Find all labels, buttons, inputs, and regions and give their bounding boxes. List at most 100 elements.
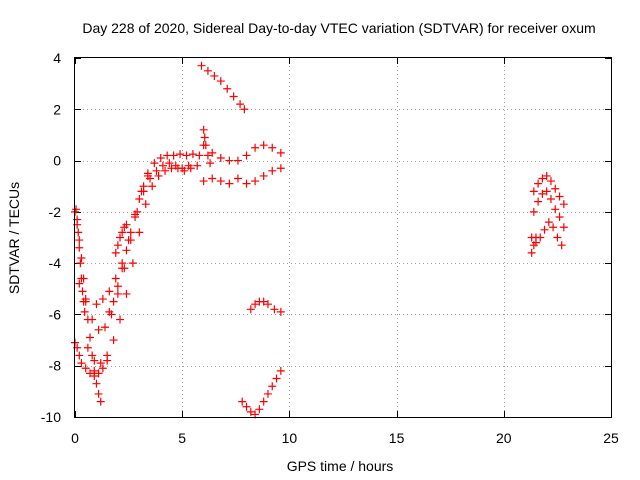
y-tick-label: 4 bbox=[53, 50, 61, 66]
data-point bbox=[148, 182, 157, 191]
data-point bbox=[90, 371, 99, 380]
data-point bbox=[94, 325, 103, 334]
chart-title: Day 228 of 2020, Sidereal Day-to-day VTE… bbox=[82, 20, 595, 36]
data-point bbox=[546, 195, 555, 204]
data-point bbox=[72, 205, 81, 214]
data-point bbox=[81, 364, 90, 373]
data-point bbox=[259, 171, 268, 180]
data-point bbox=[92, 300, 101, 309]
y-tick-label: 2 bbox=[53, 101, 61, 117]
data-point bbox=[208, 174, 217, 183]
data-point bbox=[203, 66, 212, 75]
data-point bbox=[529, 187, 538, 196]
data-point bbox=[559, 200, 568, 209]
data-point bbox=[118, 228, 127, 237]
data-point bbox=[208, 148, 217, 157]
data-point bbox=[259, 141, 268, 150]
data-point bbox=[135, 228, 144, 237]
y-tick-label: -10 bbox=[41, 409, 61, 425]
data-point bbox=[546, 177, 555, 186]
data-point bbox=[276, 366, 285, 375]
data-point bbox=[116, 233, 125, 242]
data-point bbox=[555, 212, 564, 221]
y-axis-label: SDTVAR / TECUs bbox=[6, 182, 22, 294]
data-point bbox=[534, 179, 543, 188]
data-point bbox=[113, 282, 122, 291]
data-point bbox=[542, 171, 551, 180]
data-point bbox=[242, 179, 251, 188]
data-point bbox=[216, 77, 225, 86]
series-lower-plateau bbox=[199, 164, 285, 188]
data-point bbox=[88, 315, 97, 324]
data-point bbox=[96, 397, 105, 406]
data-point bbox=[216, 154, 225, 163]
data-point bbox=[109, 297, 118, 306]
data-point bbox=[75, 279, 84, 288]
data-point bbox=[98, 364, 107, 373]
data-point bbox=[128, 259, 137, 268]
data-point bbox=[242, 402, 251, 411]
data-point bbox=[236, 100, 245, 109]
data-point bbox=[92, 379, 101, 388]
data-point bbox=[83, 343, 92, 352]
data-point bbox=[259, 297, 268, 306]
series-mid-rise-to-plateau bbox=[75, 159, 193, 334]
data-point bbox=[551, 184, 560, 193]
data-point bbox=[139, 182, 148, 191]
data-point bbox=[154, 171, 163, 180]
data-point bbox=[542, 187, 551, 196]
data-point bbox=[238, 397, 247, 406]
data-point bbox=[551, 205, 560, 214]
series-left-spike bbox=[72, 205, 89, 316]
data-point bbox=[98, 295, 107, 304]
data-point bbox=[255, 405, 264, 414]
data-point bbox=[263, 300, 272, 309]
data-point bbox=[152, 166, 161, 175]
data-point bbox=[161, 166, 170, 175]
data-point bbox=[135, 195, 144, 204]
data-point bbox=[80, 307, 89, 316]
series-bottom-curve bbox=[238, 366, 285, 419]
y-tick-label: -8 bbox=[49, 358, 62, 374]
data-point bbox=[77, 359, 86, 368]
data-point bbox=[203, 151, 212, 160]
points-layer bbox=[71, 61, 568, 419]
data-point bbox=[246, 305, 255, 314]
data-point bbox=[76, 259, 85, 268]
data-point bbox=[113, 241, 122, 250]
series-short-segment bbox=[111, 220, 131, 257]
data-point bbox=[251, 300, 260, 309]
data-point bbox=[156, 154, 165, 163]
data-point bbox=[195, 151, 204, 160]
x-axis-label: GPS time / hours bbox=[287, 458, 394, 474]
data-point bbox=[113, 289, 122, 298]
data-point bbox=[268, 382, 277, 391]
data-point bbox=[90, 356, 99, 365]
x-tick-label: 25 bbox=[603, 430, 619, 446]
data-point bbox=[263, 389, 272, 398]
data-point bbox=[86, 369, 95, 378]
data-point bbox=[229, 92, 238, 101]
data-point bbox=[276, 148, 285, 157]
data-point bbox=[199, 177, 208, 186]
data-point bbox=[143, 171, 152, 180]
data-point bbox=[549, 223, 558, 232]
data-point bbox=[86, 333, 95, 342]
data-point bbox=[527, 248, 536, 257]
data-point bbox=[242, 151, 251, 160]
x-tick-label: 10 bbox=[282, 430, 298, 446]
data-point bbox=[126, 228, 135, 237]
data-point bbox=[131, 210, 140, 219]
data-point bbox=[169, 151, 178, 160]
data-point bbox=[116, 315, 125, 324]
data-point bbox=[559, 223, 568, 232]
data-point bbox=[165, 159, 174, 168]
data-point bbox=[94, 389, 103, 398]
series-upper-plateau bbox=[199, 141, 285, 165]
data-point bbox=[233, 174, 242, 183]
data-point bbox=[200, 133, 209, 142]
data-point bbox=[75, 351, 84, 360]
data-point bbox=[270, 305, 279, 314]
data-point bbox=[240, 105, 249, 114]
